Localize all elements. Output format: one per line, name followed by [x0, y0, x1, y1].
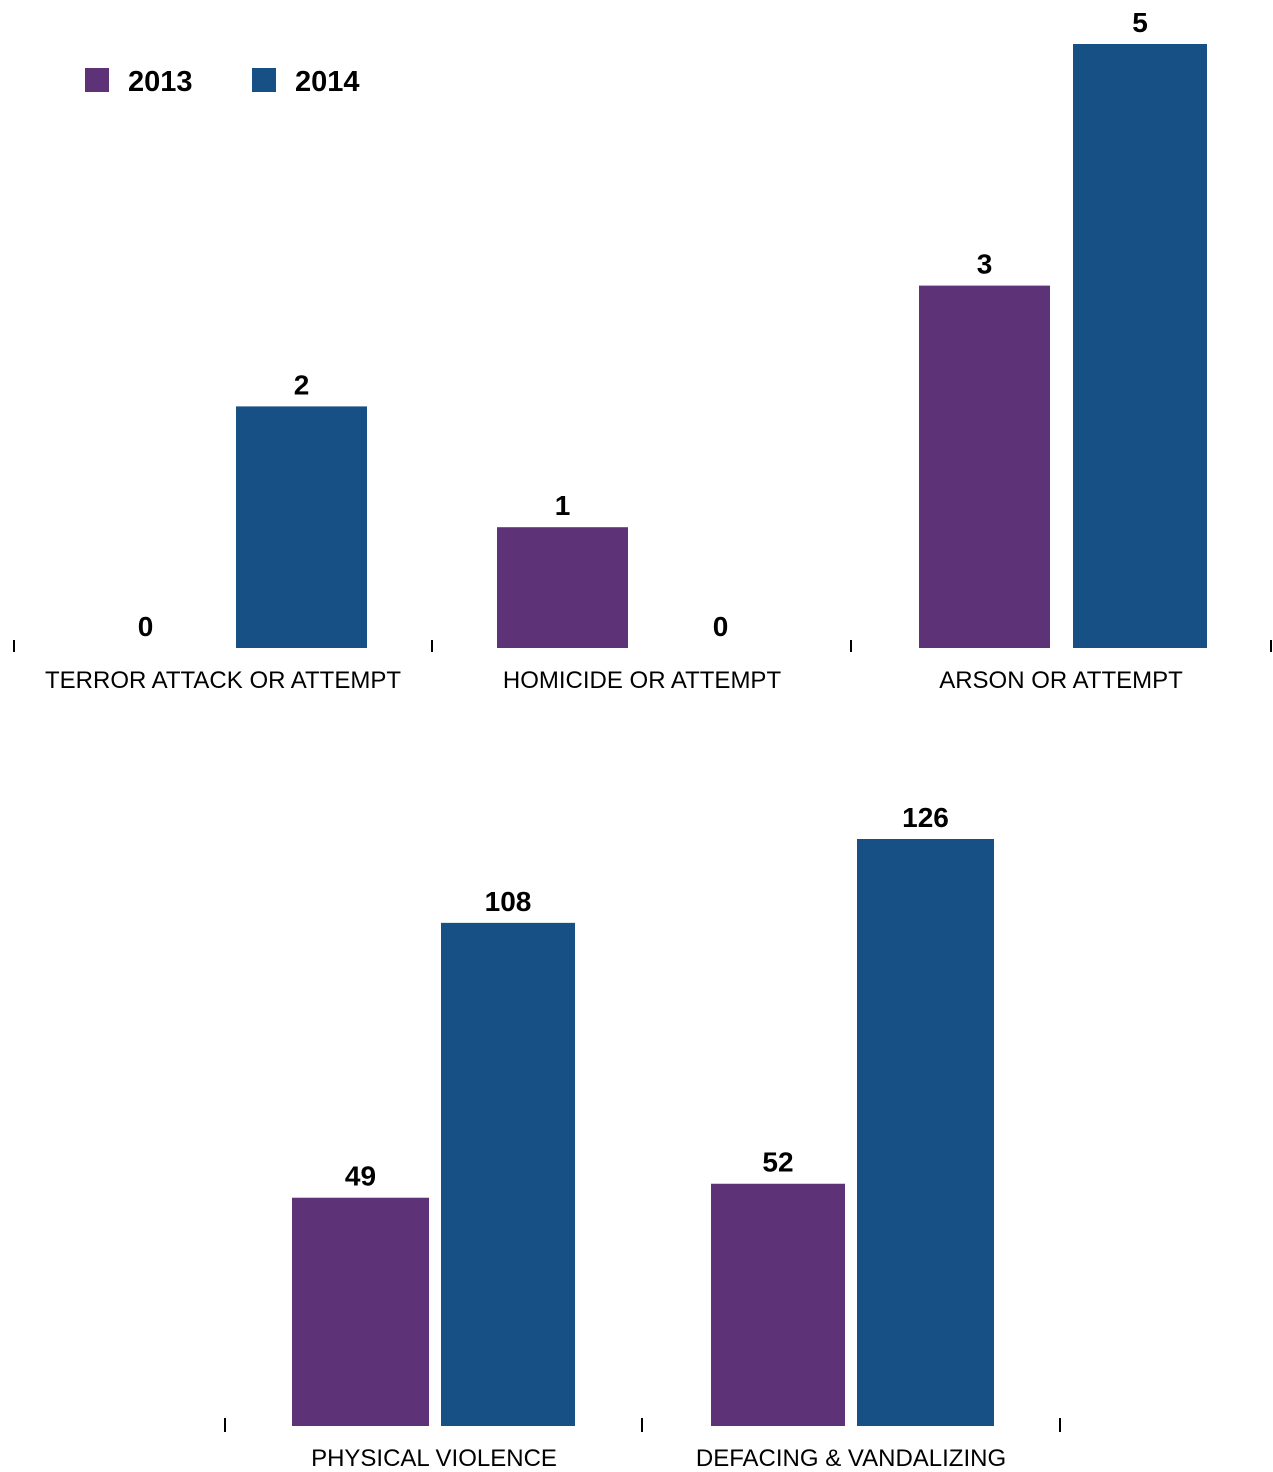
legend-label-2014: 2014	[295, 66, 360, 98]
bar-arson-or-attempt-2014	[1073, 44, 1207, 648]
data-label-terror-attack-or-attempt-2014: 2	[294, 369, 310, 400]
bar-terror-attack-or-attempt-2014	[236, 406, 367, 648]
category-label-defacing-and-vandalizing: DEFACING & VANDALIZING	[696, 1445, 1006, 1472]
chart-panel-bottom: 49 108 PHYSICAL VIOLENCE 52 126 DEFACING & VA…	[224, 802, 1061, 1472]
bar-physical-violence-2013	[292, 1197, 429, 1426]
data-label-physical-violence-2014: 108	[485, 886, 532, 917]
data-label-defacing-and-vandalizing-2013: 52	[762, 1147, 793, 1178]
legend-label-2013: 2013	[128, 66, 193, 98]
legend-swatch-2014	[252, 68, 276, 92]
category-label-terror-attack-or-attempt: TERROR ATTACK OR ATTEMPT	[45, 667, 401, 694]
data-label-homicide-or-attempt-2014: 0	[713, 611, 729, 642]
data-label-homicide-or-attempt-2013: 1	[555, 490, 571, 521]
data-label-arson-or-attempt-2013: 3	[977, 249, 993, 280]
chart-panel-top: 0 2 TERROR ATTACK OR ATTEMPT 1 0 HOMICIDE OR …	[13, 7, 1272, 694]
bar-arson-or-attempt-2013	[919, 285, 1050, 648]
data-label-terror-attack-or-attempt-2013: 0	[138, 611, 154, 642]
bar-defacing-and-vandalizing-2014	[857, 839, 994, 1426]
category-label-homicide-or-attempt: HOMICIDE OR ATTEMPT	[503, 667, 782, 694]
bar-physical-violence-2014	[441, 922, 575, 1426]
bar-defacing-and-vandalizing-2013	[711, 1183, 845, 1426]
data-label-arson-or-attempt-2014: 5	[1132, 7, 1148, 38]
legend: 2013 2014	[85, 66, 360, 98]
bar-homicide-or-attempt-2013	[497, 527, 628, 648]
category-label-physical-violence: PHYSICAL VIOLENCE	[311, 1445, 557, 1472]
data-label-defacing-and-vandalizing-2014: 126	[902, 802, 949, 833]
category-label-arson-or-attempt: ARSON OR ATTEMPT	[939, 667, 1183, 694]
data-label-physical-violence-2013: 49	[345, 1161, 376, 1192]
legend-swatch-2013	[85, 68, 109, 92]
